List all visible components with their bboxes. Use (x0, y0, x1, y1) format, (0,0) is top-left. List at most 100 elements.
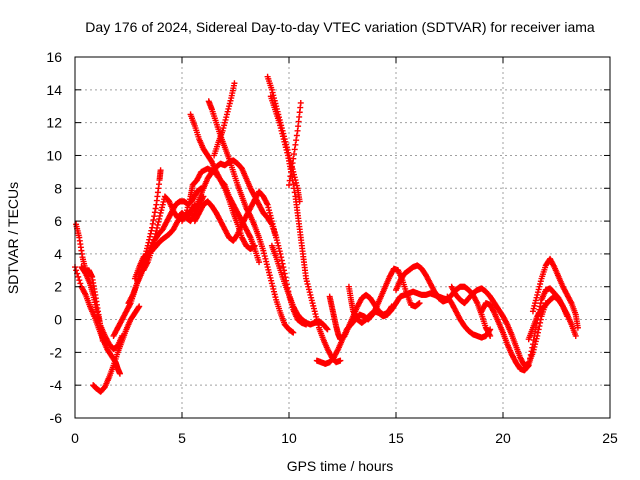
data-point (266, 207, 273, 214)
data-point (154, 221, 161, 228)
data-point (527, 355, 534, 362)
data-point (279, 133, 286, 140)
data-point (273, 237, 280, 244)
data-point (310, 305, 317, 312)
series-arc-26 (529, 255, 581, 331)
data-point (226, 103, 233, 110)
data-point (268, 277, 275, 284)
data-point (528, 348, 535, 355)
series-arc-27 (525, 293, 579, 343)
series-arc-17 (286, 99, 304, 188)
series-arc-12 (205, 98, 297, 336)
data-point (261, 253, 268, 260)
data-point (272, 294, 279, 301)
x-tick-label: 10 (281, 430, 297, 446)
data-point (149, 220, 156, 227)
data-point (283, 146, 290, 153)
data-point (289, 160, 296, 167)
data-point (525, 362, 532, 369)
y-tick-label: 12 (46, 115, 62, 131)
data-point (268, 218, 275, 225)
data-point (313, 313, 320, 320)
data-point (312, 311, 319, 318)
chart-title: Day 176 of 2024, Sidereal Day-to-day VTE… (85, 19, 595, 35)
data-point (288, 168, 295, 175)
data-point (274, 239, 281, 246)
data-point (537, 278, 544, 285)
data-point (297, 99, 304, 106)
data-point (324, 326, 331, 333)
y-tick-label: 8 (54, 180, 62, 196)
data-point (337, 357, 344, 364)
x-tick-label: 20 (495, 430, 511, 446)
data-point (154, 224, 161, 231)
data-point (534, 289, 541, 296)
data-point (276, 248, 283, 255)
data-point (231, 80, 238, 87)
y-tick-label: 6 (54, 213, 62, 229)
data-point (271, 291, 278, 298)
data-point (537, 319, 544, 326)
data-point (158, 207, 165, 214)
data-point (278, 127, 285, 134)
data-point (151, 233, 158, 240)
data-point (186, 196, 193, 203)
data-point (531, 302, 538, 309)
data-point (284, 149, 291, 156)
data-point (526, 358, 533, 365)
data-point (268, 280, 275, 287)
data-point (536, 283, 543, 290)
data-point (269, 283, 276, 290)
data-point (287, 173, 294, 180)
data-point (308, 294, 315, 301)
y-axis-label: SDTVAR / TECUs (5, 182, 21, 294)
data-point (135, 304, 142, 311)
data-point (264, 201, 271, 208)
data-point (276, 119, 283, 126)
y-tick-label: -4 (50, 377, 63, 393)
data-point (149, 245, 156, 252)
y-tick-label: 2 (54, 279, 62, 295)
data-point (265, 204, 272, 211)
data-point (282, 141, 289, 148)
data-point (293, 132, 300, 139)
data-point (529, 308, 536, 315)
y-tick-label: -6 (50, 410, 63, 426)
series-arc-11 (187, 111, 263, 266)
data-point (286, 177, 293, 184)
data-point (221, 122, 228, 129)
data-point (266, 209, 273, 216)
data-point (288, 164, 295, 171)
data-point (277, 125, 284, 132)
series-arc-03 (78, 264, 126, 353)
data-point (303, 278, 310, 285)
data-point (226, 100, 233, 107)
data-point (150, 239, 157, 246)
data-point (307, 291, 314, 298)
data-point (157, 209, 164, 216)
data-point (282, 144, 289, 151)
data-point (263, 261, 270, 268)
data-point (73, 267, 80, 274)
y-tick-label: 0 (54, 312, 62, 328)
data-point (149, 242, 156, 249)
gridlines (75, 57, 610, 418)
data-point (155, 218, 162, 225)
series-arc-18 (268, 242, 331, 333)
data-point (157, 167, 164, 174)
data-point (279, 130, 286, 137)
data-point (136, 303, 143, 310)
data-point (186, 198, 193, 205)
data-point (278, 257, 285, 264)
data-point (225, 105, 232, 112)
data-point (256, 259, 263, 266)
data-point (290, 181, 297, 188)
data-point (94, 309, 101, 316)
x-tick-label: 25 (602, 430, 618, 446)
data-point (76, 277, 83, 284)
y-tick-label: 4 (54, 246, 62, 262)
data-point (533, 294, 540, 301)
data-point (272, 231, 279, 238)
data-point (487, 326, 494, 333)
